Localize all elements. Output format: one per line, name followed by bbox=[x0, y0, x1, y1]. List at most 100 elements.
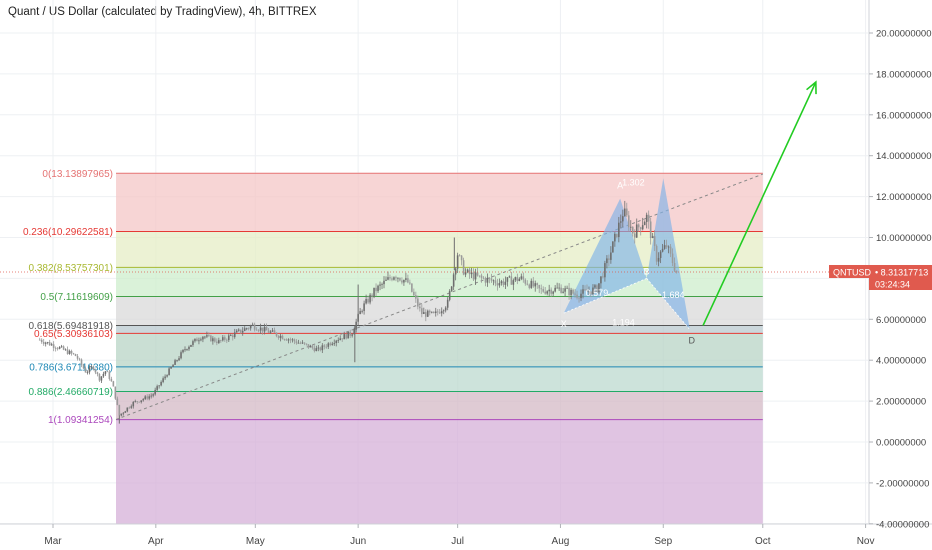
candle bbox=[353, 329, 355, 335]
candle bbox=[620, 221, 622, 223]
price-tag-bg bbox=[829, 264, 932, 278]
candle bbox=[520, 276, 523, 279]
pattern-point-label: A bbox=[617, 181, 623, 191]
candle bbox=[190, 344, 192, 347]
fib-level-label: 0.65(5.30936103) bbox=[34, 329, 113, 340]
candle bbox=[140, 400, 143, 403]
candle bbox=[212, 338, 214, 342]
candle bbox=[170, 366, 172, 369]
candle bbox=[468, 269, 471, 275]
candle bbox=[146, 396, 148, 399]
candle bbox=[176, 360, 178, 361]
candle bbox=[160, 381, 162, 386]
fib-level-label: 0.382(8.53757301) bbox=[28, 263, 113, 274]
candle bbox=[112, 381, 115, 387]
candle bbox=[317, 347, 320, 349]
candle bbox=[631, 226, 634, 234]
price-tag-symbol: QNTUSD bbox=[833, 267, 872, 277]
candle bbox=[480, 275, 483, 278]
candle bbox=[645, 214, 648, 223]
candle bbox=[643, 222, 646, 226]
candle bbox=[478, 275, 481, 277]
pattern-bcd[interactable] bbox=[646, 178, 690, 330]
candle bbox=[430, 311, 433, 313]
price-axis-label: 10.00000000 bbox=[876, 233, 931, 244]
candle bbox=[52, 344, 55, 348]
pattern-ratio-label: 1.684 bbox=[662, 290, 685, 300]
candle bbox=[542, 289, 545, 292]
candle bbox=[267, 330, 270, 333]
pattern-point-label: X bbox=[561, 319, 567, 329]
candle bbox=[524, 279, 527, 284]
candle bbox=[271, 330, 274, 332]
candle bbox=[62, 346, 65, 350]
candle bbox=[351, 334, 353, 336]
candle bbox=[60, 346, 63, 348]
candle bbox=[409, 282, 411, 284]
candle bbox=[156, 386, 158, 390]
candle bbox=[323, 345, 326, 347]
candle bbox=[444, 307, 447, 311]
candle bbox=[612, 241, 614, 253]
candle bbox=[373, 287, 375, 297]
pattern-point-label: B bbox=[644, 266, 650, 276]
candle bbox=[126, 407, 129, 412]
candle bbox=[434, 311, 437, 313]
price-axis-label: 4.00000000 bbox=[876, 356, 926, 367]
candle bbox=[371, 294, 373, 297]
candle bbox=[526, 283, 529, 285]
candle bbox=[436, 311, 439, 313]
candle bbox=[345, 334, 347, 339]
candle bbox=[108, 371, 111, 379]
candle bbox=[506, 277, 509, 282]
candle bbox=[92, 366, 95, 370]
candle bbox=[206, 335, 208, 337]
candle bbox=[391, 278, 393, 280]
candle bbox=[144, 396, 147, 400]
candle bbox=[220, 340, 222, 341]
candle bbox=[38, 339, 41, 341]
trendline[interactable] bbox=[115, 173, 763, 420]
price-axis-label: 2.00000000 bbox=[876, 397, 926, 408]
projection-arrow[interactable] bbox=[702, 81, 817, 326]
candle bbox=[297, 342, 300, 344]
candle bbox=[440, 311, 443, 314]
candle bbox=[508, 276, 511, 278]
candle bbox=[572, 289, 574, 294]
candle bbox=[309, 345, 312, 348]
fib-zone bbox=[116, 419, 763, 524]
candle bbox=[229, 335, 232, 337]
time-axis-label: Jun bbox=[350, 536, 366, 547]
candle bbox=[88, 367, 91, 373]
candle bbox=[466, 269, 469, 273]
candle bbox=[673, 262, 676, 271]
candle bbox=[78, 358, 81, 360]
candle bbox=[327, 343, 330, 347]
candle bbox=[166, 375, 168, 377]
candle bbox=[214, 338, 216, 342]
candle bbox=[407, 278, 409, 283]
chart-title: Quant / US Dollar (calculated by Trading… bbox=[8, 6, 317, 18]
candle bbox=[405, 278, 407, 280]
candle bbox=[522, 276, 525, 280]
candle bbox=[319, 347, 322, 351]
candle bbox=[639, 227, 642, 230]
candle bbox=[492, 280, 495, 282]
candle bbox=[249, 325, 252, 329]
candle bbox=[550, 289, 552, 294]
candle bbox=[363, 303, 365, 311]
countdown-bg bbox=[869, 277, 932, 290]
candle bbox=[289, 339, 292, 341]
candle bbox=[387, 277, 389, 280]
pattern-xab[interactable] bbox=[563, 198, 647, 314]
candle bbox=[667, 246, 670, 248]
candle bbox=[291, 339, 294, 341]
candle bbox=[494, 280, 497, 284]
candle bbox=[560, 287, 562, 293]
candle bbox=[564, 288, 566, 292]
candle bbox=[556, 287, 558, 289]
candle bbox=[202, 336, 204, 340]
candle bbox=[331, 343, 334, 345]
